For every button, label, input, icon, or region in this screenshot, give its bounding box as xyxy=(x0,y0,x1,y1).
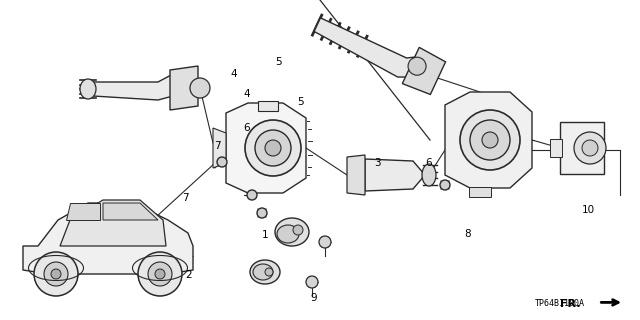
Text: 10: 10 xyxy=(582,204,595,215)
Bar xyxy=(469,187,491,197)
Polygon shape xyxy=(226,103,306,193)
Text: 7: 7 xyxy=(214,140,221,151)
Polygon shape xyxy=(347,155,365,195)
Circle shape xyxy=(138,252,182,296)
Circle shape xyxy=(245,120,301,176)
Text: 9: 9 xyxy=(310,292,317,303)
Polygon shape xyxy=(93,74,173,100)
Circle shape xyxy=(44,262,68,286)
Circle shape xyxy=(306,276,318,288)
Bar xyxy=(550,139,562,157)
Circle shape xyxy=(265,140,281,156)
Circle shape xyxy=(319,236,331,248)
Circle shape xyxy=(582,140,598,156)
Polygon shape xyxy=(314,18,422,77)
Text: 8: 8 xyxy=(464,228,470,239)
Bar xyxy=(258,101,278,111)
Polygon shape xyxy=(403,47,445,94)
Text: FR.: FR. xyxy=(560,299,580,309)
Circle shape xyxy=(34,252,78,296)
Ellipse shape xyxy=(253,264,273,280)
Circle shape xyxy=(408,57,426,75)
Circle shape xyxy=(255,130,291,166)
Text: 6: 6 xyxy=(243,123,250,133)
Circle shape xyxy=(247,190,257,200)
Circle shape xyxy=(460,110,520,170)
Text: 7: 7 xyxy=(182,193,189,204)
Polygon shape xyxy=(23,203,193,274)
Circle shape xyxy=(155,269,165,279)
Text: 5: 5 xyxy=(275,57,282,68)
Circle shape xyxy=(482,132,498,148)
Text: 1: 1 xyxy=(262,230,269,240)
Ellipse shape xyxy=(250,260,280,284)
Ellipse shape xyxy=(265,268,273,276)
Text: 3: 3 xyxy=(374,158,381,168)
Ellipse shape xyxy=(293,225,303,235)
Text: 4: 4 xyxy=(230,68,237,79)
Polygon shape xyxy=(60,200,166,246)
Polygon shape xyxy=(365,159,425,191)
Circle shape xyxy=(51,269,61,279)
Circle shape xyxy=(440,180,450,190)
Ellipse shape xyxy=(277,225,299,243)
Circle shape xyxy=(190,78,210,98)
Text: 5: 5 xyxy=(298,97,304,108)
Polygon shape xyxy=(445,92,532,188)
Ellipse shape xyxy=(275,218,309,246)
Polygon shape xyxy=(213,128,226,168)
Circle shape xyxy=(257,208,267,218)
Ellipse shape xyxy=(422,164,436,186)
Polygon shape xyxy=(170,66,198,110)
Polygon shape xyxy=(66,203,100,220)
Text: TP64B1100A: TP64B1100A xyxy=(535,299,585,308)
Circle shape xyxy=(470,120,510,160)
Polygon shape xyxy=(103,203,158,220)
Text: 2: 2 xyxy=(186,270,192,280)
Circle shape xyxy=(574,132,606,164)
Ellipse shape xyxy=(80,79,96,99)
Circle shape xyxy=(217,157,227,167)
Bar xyxy=(560,122,604,174)
Text: 4: 4 xyxy=(243,89,250,100)
Circle shape xyxy=(148,262,172,286)
Text: 6: 6 xyxy=(426,158,432,168)
